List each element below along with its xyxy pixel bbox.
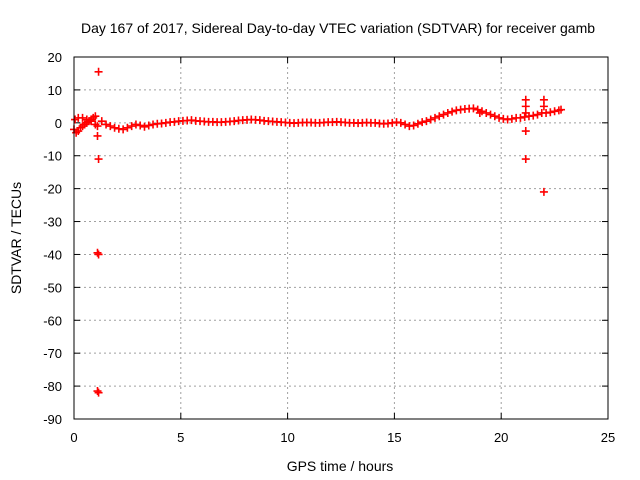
data-point [435,112,444,121]
data-point [413,119,422,128]
data-point [422,117,431,126]
y-tick-label: 0 [55,116,62,131]
x-tick-label: 0 [70,430,77,445]
data-point [127,122,136,131]
y-axis-title: SDTVAR / TECUs [8,182,24,294]
data-point [93,387,102,396]
data-point [97,117,106,126]
x-tick-label: 5 [177,430,184,445]
y-tick-label: -40 [43,247,62,262]
data-point [557,105,566,114]
data-point [136,121,145,130]
data-point [87,117,96,126]
data-point [93,248,102,257]
chart-title: Day 167 of 2017, Sidereal Day-to-day VTE… [81,20,595,36]
data-point [82,115,91,124]
y-tick-label: 10 [48,83,62,98]
x-tick-label: 25 [601,430,615,445]
tick-labels: 0 5 10 15 20 25 20 10 0 -10 -20 -30 -40 -50 -60 -70 -80 -… [43,50,615,445]
data-point [546,108,555,117]
data-points [70,67,566,397]
data-point [439,110,448,119]
data-point [516,113,525,122]
y-tick-label: -90 [43,412,62,427]
data-point [93,131,102,140]
axis-ticks [73,56,609,420]
data-point [495,113,504,122]
data-point [123,123,132,132]
data-point [401,120,410,129]
data-point [94,67,103,76]
data-point [131,120,140,129]
data-point [93,122,102,131]
data-point [140,122,149,131]
data-point [430,113,439,122]
y-tick-label: -50 [43,280,62,295]
data-point [418,118,427,127]
data-point [144,121,153,130]
data-point [521,127,530,136]
x-axis-title: GPS time / hours [287,458,394,474]
data-point [426,115,435,124]
y-tick-label: -70 [43,346,62,361]
data-point [539,102,548,111]
data-point [443,108,452,117]
data-point [507,114,516,123]
x-tick-label: 15 [387,430,401,445]
data-point [94,155,103,164]
data-point [550,107,559,116]
plot-frame [73,56,609,420]
data-point [94,250,103,259]
data-point [94,388,103,397]
data-point [490,112,499,121]
y-tick-label: 20 [48,50,62,65]
grid-lines [74,57,608,419]
data-point [529,111,538,120]
data-point [78,113,87,122]
data-point [106,122,115,131]
x-tick-label: 20 [494,430,508,445]
data-point [482,108,491,117]
data-point [110,123,119,132]
y-tick-label: -60 [43,313,62,328]
data-point [477,107,486,116]
y-tick-label: -80 [43,379,62,394]
data-point [119,125,128,134]
data-point [486,110,495,119]
data-point [469,104,478,113]
data-point [539,187,548,196]
data-point [102,120,111,129]
data-point [91,112,100,121]
y-tick-label: -10 [43,149,62,164]
data-point [533,110,542,119]
data-point [396,118,405,127]
data-point [521,155,530,164]
data-point [409,121,418,130]
y-tick-label: -20 [43,182,62,197]
y-tick-label: -30 [43,215,62,230]
data-point [448,107,457,116]
x-tick-label: 10 [280,430,294,445]
